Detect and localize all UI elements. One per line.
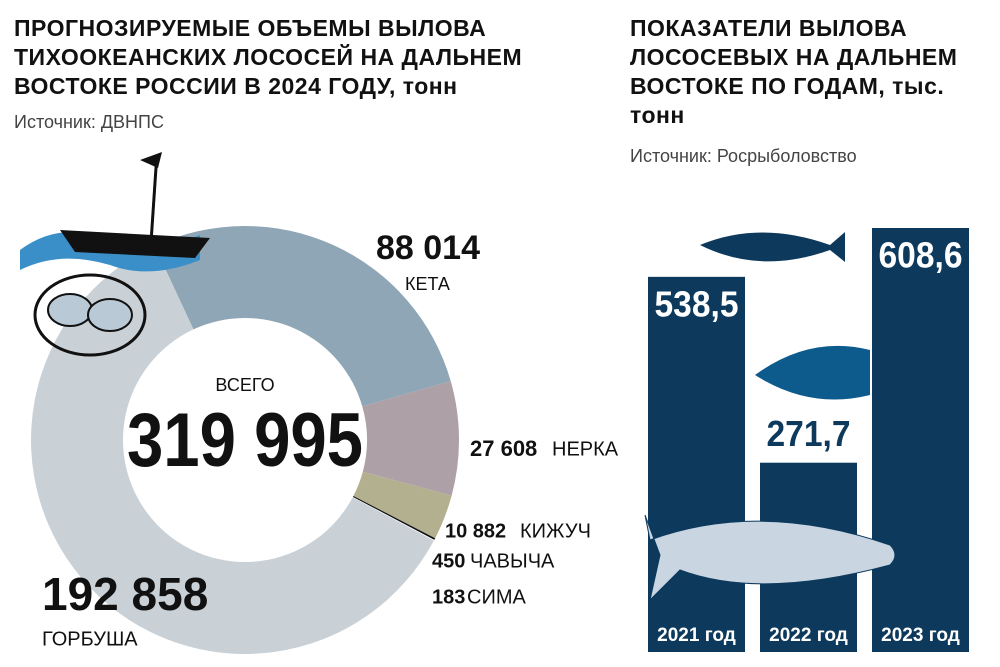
data-label: 88 014 xyxy=(376,229,480,267)
bar xyxy=(872,228,969,652)
donut-slice xyxy=(352,496,435,541)
total-label: 319 995 xyxy=(127,398,363,483)
center-label: ВСЕГО xyxy=(215,375,274,395)
bar xyxy=(760,462,857,652)
bar xyxy=(648,276,745,652)
data-label: 538,5 xyxy=(655,283,739,324)
chart-title: ПРОГНОЗИРУЕМЫЕ ОБЪЕМЫ ВЫЛОВА ТИХООКЕАНСК… xyxy=(14,15,523,99)
category-label: ГОРБУША xyxy=(42,628,138,650)
category-label: НЕРКА xyxy=(552,438,619,460)
donut-slice xyxy=(352,495,436,540)
data-label: 183 xyxy=(432,586,465,608)
donut-slice xyxy=(154,226,451,407)
category-label: ЧАВЫЧА xyxy=(470,550,555,572)
donut-slice xyxy=(362,381,460,496)
data-label: 271,7 xyxy=(767,413,851,454)
chart-title: ПОКАЗАТЕЛИ ВЫЛОВА ЛОСОСЕВЫХ НА ДАЛЬНЕМ В… xyxy=(630,15,958,128)
data-label: 450 xyxy=(432,550,465,572)
x-tick-label: 2022 год xyxy=(769,625,848,646)
data-label: 608,6 xyxy=(879,235,963,276)
chart-source: Источник: Росрыболовство xyxy=(630,146,857,166)
x-tick-label: 2021 год xyxy=(657,625,736,646)
donut-slice xyxy=(353,471,452,539)
chart-source: Источник: ДВНПС xyxy=(14,112,164,132)
category-label: КЕТА xyxy=(405,274,450,294)
data-label: 10 882 xyxy=(445,520,506,542)
data-label: 192 858 xyxy=(42,568,208,620)
category-label: КИЖУЧ xyxy=(520,520,591,542)
data-label: 27 608 xyxy=(470,436,537,461)
x-tick-label: 2023 год xyxy=(881,625,960,646)
category-label: СИМА xyxy=(467,586,526,608)
